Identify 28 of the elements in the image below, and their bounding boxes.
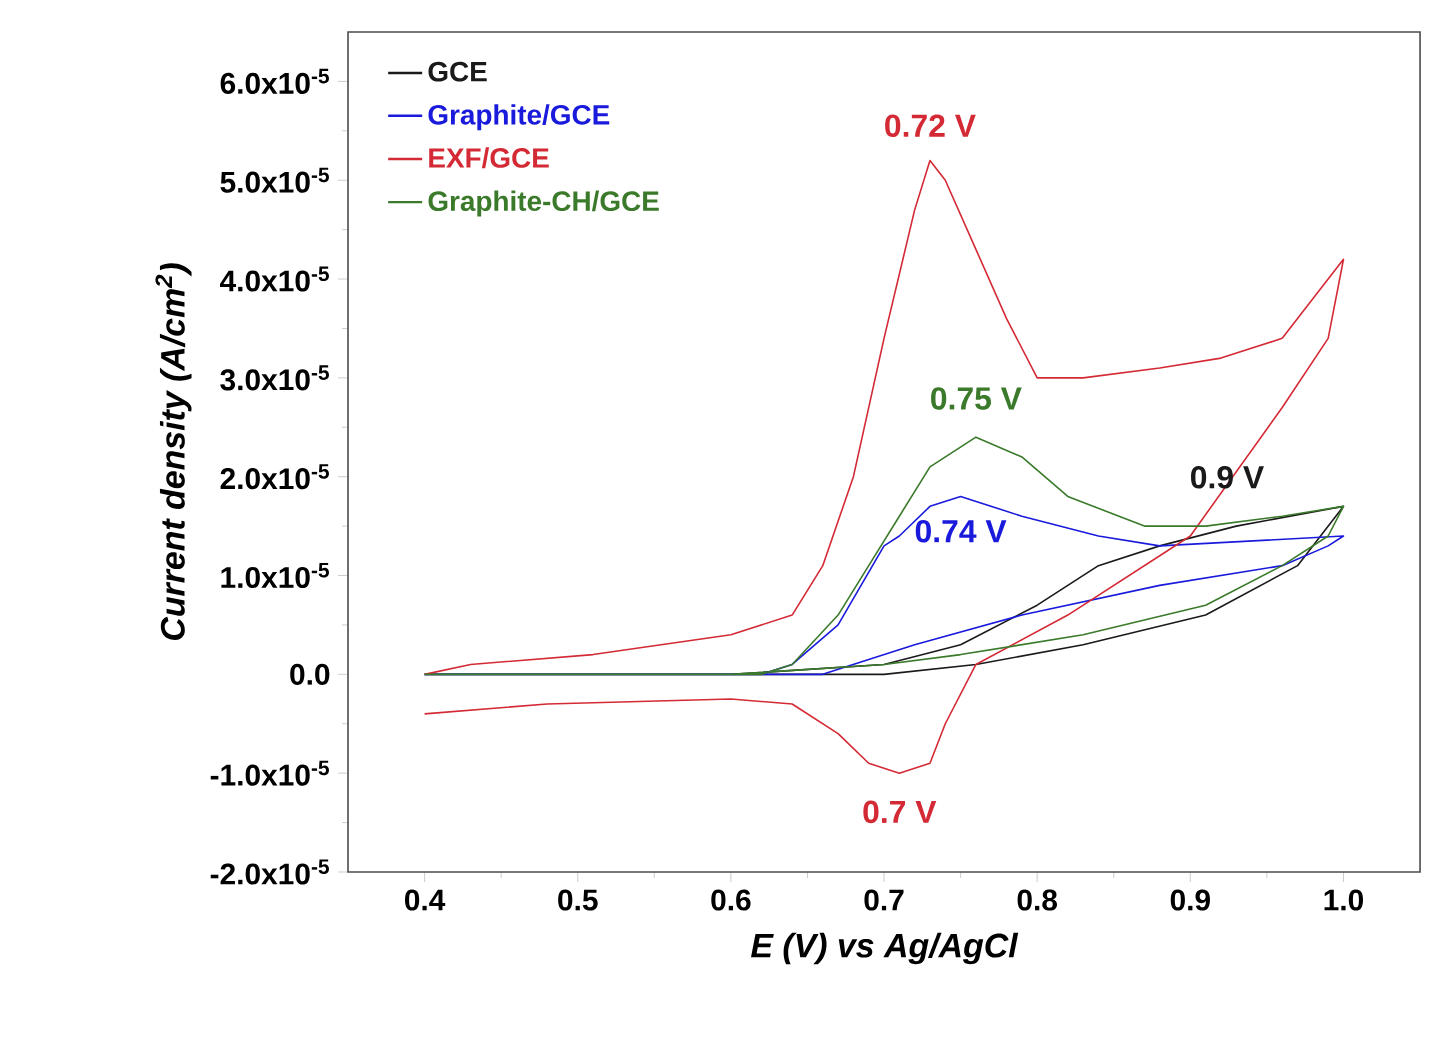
x-tick-label: 0.4 (405, 889, 446, 911)
y-tick-label: 0.0 (290, 663, 330, 685)
y-tick-label: 2.0x10$^{-5}$ (220, 464, 329, 490)
y-tick-label: -2.0x10$^{-5}$ (210, 859, 329, 885)
annotation: 0.72 V (885, 114, 976, 138)
y-tick-label: -1.0x10$^{-5}$ (210, 760, 329, 786)
y-tick-label: 4.0x10$^{-5}$ (219, 266, 329, 292)
legend-label: Graphite/GCE (428, 104, 610, 131)
annotation: 0.9 V (1191, 465, 1264, 489)
x-axis-title: E (V) vs Ag/AgCl (751, 932, 1019, 965)
y-tick-label: 1.0x10$^{-5}$ (221, 562, 329, 589)
x-tick-label: 0.9 (1170, 889, 1210, 911)
x-tick-label: 0.5 (558, 889, 598, 911)
x-tick-label: 0.6 (711, 889, 751, 911)
line-series (423, 436, 1345, 676)
annotation: 0.7 V (863, 800, 937, 824)
x-tick-label: 0.8 (1017, 889, 1058, 911)
y-tick-label: 3.0x10$^{-5}$ (220, 365, 329, 391)
y-tick-label: 5.0x10$^{-5}$ (220, 167, 329, 193)
y-tick-label: 6.0x10$^{-5}$ (220, 68, 329, 94)
y-axis-title: Current density (A/cm$^{2}$) (155, 263, 192, 640)
annotation: 0.75 V (931, 387, 1022, 410)
x-tick-label: 0.7 (864, 889, 904, 911)
legend-label: EXF/GCE (429, 147, 549, 169)
legend-label: Graphite-CH/GCE (428, 190, 659, 217)
annotation: 0.74 V (915, 519, 1007, 543)
legend-label: GCE (428, 61, 487, 82)
x-tick-label: 1.0 (1324, 889, 1363, 911)
